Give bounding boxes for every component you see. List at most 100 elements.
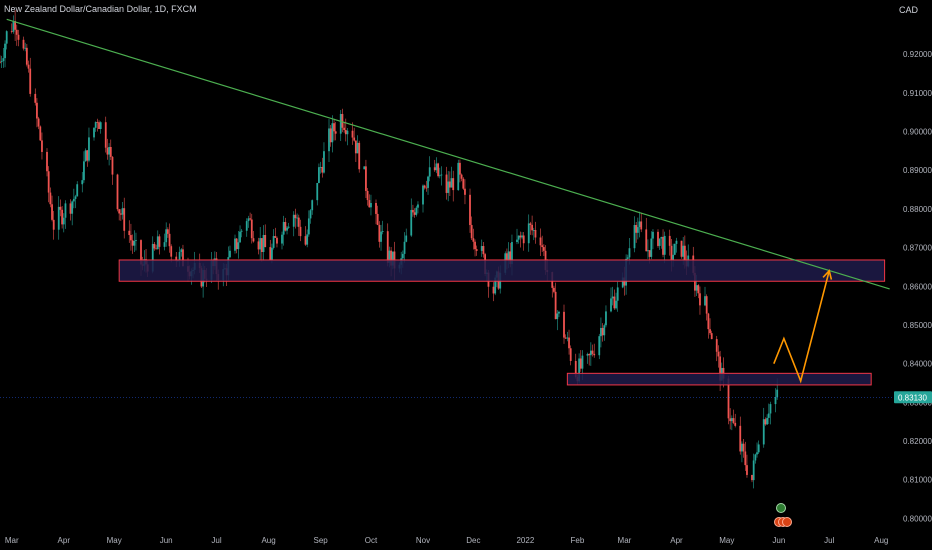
forecast-arrowhead [822,269,833,280]
zone-layer [118,259,886,386]
y-tick-label: 0.89000 [903,166,932,175]
x-tick-label: Dec [466,536,480,545]
candle [329,124,332,147]
y-tick-label: 0.82000 [903,437,932,446]
candle [109,139,112,161]
candle [378,221,381,248]
candle [464,179,466,205]
candle [296,213,299,227]
candle [93,127,95,141]
candle [123,197,126,239]
x-tick-label: Jul [211,536,221,545]
y-tick-label: 0.90000 [903,128,932,137]
candle [321,157,324,178]
candle [365,159,367,199]
x-tick-label: Oct [365,536,378,545]
candle [769,401,772,425]
candle [155,244,158,250]
candle [318,163,320,184]
resistance-zone[interactable] [118,259,886,282]
candle [534,221,537,244]
last-price-label: 0.83130 [898,393,927,402]
candle [12,15,15,34]
candle [351,122,354,145]
x-tick-label: 2022 [516,536,534,545]
event-icons[interactable] [774,503,792,527]
candle [744,441,747,471]
candle [766,414,769,426]
candle [135,232,137,251]
candle [94,121,97,132]
forecast-path[interactable] [773,270,830,384]
candle [108,143,111,166]
candle [566,331,569,342]
candle [588,353,591,366]
candle [170,244,173,263]
candle [4,40,6,68]
candle [613,289,616,310]
candle [427,175,429,195]
candle [84,148,87,162]
candle [739,416,742,455]
candle [24,42,27,52]
x-tick-label: Mar [5,536,19,545]
candle [121,202,124,220]
candle [586,352,589,364]
candle [440,166,443,186]
candle [660,236,663,249]
economic-event-icon[interactable] [782,517,792,527]
candle [563,304,565,344]
candle [616,281,619,312]
candle [328,119,330,162]
candle [593,343,596,358]
candle [413,208,416,218]
x-tick-label: Jul [824,536,834,545]
x-tick-label: Mar [618,536,632,545]
candle [668,229,671,256]
candle [74,194,77,209]
candle [166,227,169,238]
y-tick-label: 0.92000 [903,50,932,59]
trendline[interactable] [6,18,890,290]
candle [673,243,676,256]
candle [764,417,767,426]
candle [438,167,441,179]
candle [709,318,711,335]
y-tick-label: 0.87000 [903,244,932,253]
candle [704,286,706,307]
candle [309,209,312,224]
news-flag-icon[interactable] [776,503,786,513]
candle [76,181,79,197]
candle [104,116,107,153]
candle [344,118,347,142]
candle [542,244,545,256]
candle [447,170,450,202]
candle [83,151,85,183]
candle [423,184,426,190]
x-tick-label: Aug [261,536,275,545]
candle [130,223,132,251]
x-tick-label: Nov [416,536,430,545]
support-zone[interactable] [566,372,872,386]
candle [245,218,248,237]
x-tick-label: Jun [160,536,173,545]
candle [15,24,18,46]
candle [180,248,183,257]
candle [262,225,265,261]
x-tick-label: May [107,536,122,545]
candle [734,413,737,428]
candle [751,474,753,483]
candle [99,121,102,134]
candle [774,388,777,413]
candle [17,29,20,47]
y-axis[interactable]: 0.92000 0.91000 0.90000 0.89000 0.88000 0.870… [903,50,932,523]
candle [645,217,648,252]
candle [652,229,654,250]
candle [601,323,604,342]
candle [368,194,371,208]
x-axis[interactable]: Mar Apr May Jun Jul Aug Sep Oct Nov Dec 2022 Feb Mar… [5,536,889,545]
candle [86,150,89,167]
candle [128,220,131,243]
candle [746,454,748,478]
